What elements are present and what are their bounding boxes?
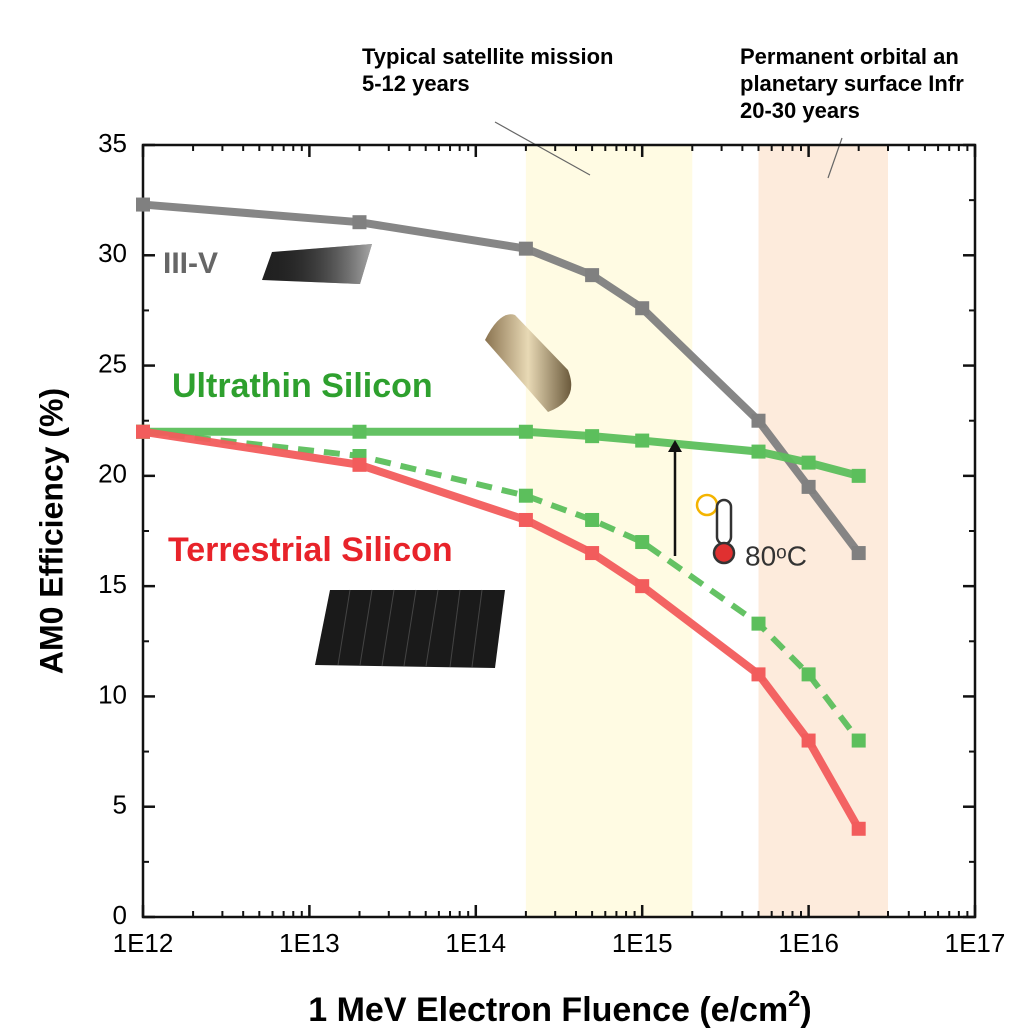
region-label: 5-12 years: [362, 71, 470, 96]
x-axis-label-end: ): [800, 991, 811, 1029]
x-tick-label: 1E17: [945, 928, 1006, 958]
y-tick-label: 5: [113, 790, 127, 820]
y-tick-label: 25: [98, 348, 127, 378]
marker: [519, 513, 533, 527]
marker: [585, 429, 599, 443]
marker: [802, 667, 816, 681]
y-tick-label: 10: [98, 679, 127, 709]
shaded-region: [759, 145, 888, 917]
series-label: Terrestrial Silicon: [168, 531, 453, 569]
marker: [635, 301, 649, 315]
x-tick-label: 1E13: [279, 928, 340, 958]
marker: [352, 425, 366, 439]
x-tick-label: 1E16: [778, 928, 839, 958]
region-label: Permanent orbital an: [740, 44, 959, 69]
marker: [752, 445, 766, 459]
series-label: III-V: [163, 247, 218, 280]
marker: [752, 617, 766, 631]
marker: [852, 734, 866, 748]
x-tick-label: 1E15: [612, 928, 673, 958]
region-label: Typical satellite mission: [362, 44, 613, 69]
y-tick-label: 0: [113, 900, 127, 930]
y-tick-label: 35: [98, 128, 127, 158]
marker: [136, 425, 150, 439]
x-axis-label: 1 MeV Electron Fluence (e/cm2): [308, 986, 812, 1029]
marker: [802, 456, 816, 470]
marker: [752, 414, 766, 428]
region-label: 20-30 years: [740, 98, 860, 123]
series-line: [143, 432, 859, 829]
iii-v-cell-shine: [262, 244, 372, 284]
x-tick-label: 1E14: [445, 928, 506, 958]
marker: [585, 513, 599, 527]
marker: [352, 458, 366, 472]
series-line: [143, 432, 859, 476]
y-tick-label: 15: [98, 569, 127, 599]
marker: [519, 489, 533, 503]
marker: [585, 546, 599, 560]
marker: [352, 215, 366, 229]
chart: Typical satellite mission5-12 years Perma…: [0, 0, 1011, 1034]
series-label: Ultrathin Silicon: [172, 367, 433, 405]
marker: [635, 535, 649, 549]
thermometer-icon: [717, 500, 731, 544]
marker: [519, 425, 533, 439]
x-axis-label-sup: 2: [788, 986, 800, 1011]
marker: [136, 198, 150, 212]
marker: [802, 734, 816, 748]
marker: [635, 579, 649, 593]
y-tick-label: 20: [98, 459, 127, 489]
marker: [585, 268, 599, 282]
marker: [635, 434, 649, 448]
x-tick-label: 1E12: [113, 928, 174, 958]
x-axis-label-main: 1 MeV Electron Fluence (e/cm: [308, 991, 788, 1029]
region-label: planetary surface Infr: [740, 71, 964, 96]
marker: [852, 822, 866, 836]
marker: [752, 667, 766, 681]
marker: [519, 242, 533, 256]
annotation: 80ᵒC: [745, 540, 807, 571]
marker: [802, 480, 816, 494]
y-tick-label: 30: [98, 238, 127, 268]
series-line: [143, 432, 859, 741]
sun-icon: [697, 495, 717, 515]
y-axis-label: AM0 Efficiency (%): [33, 388, 69, 674]
thermometer-bulb: [714, 543, 734, 563]
marker: [852, 469, 866, 483]
marker: [852, 546, 866, 560]
